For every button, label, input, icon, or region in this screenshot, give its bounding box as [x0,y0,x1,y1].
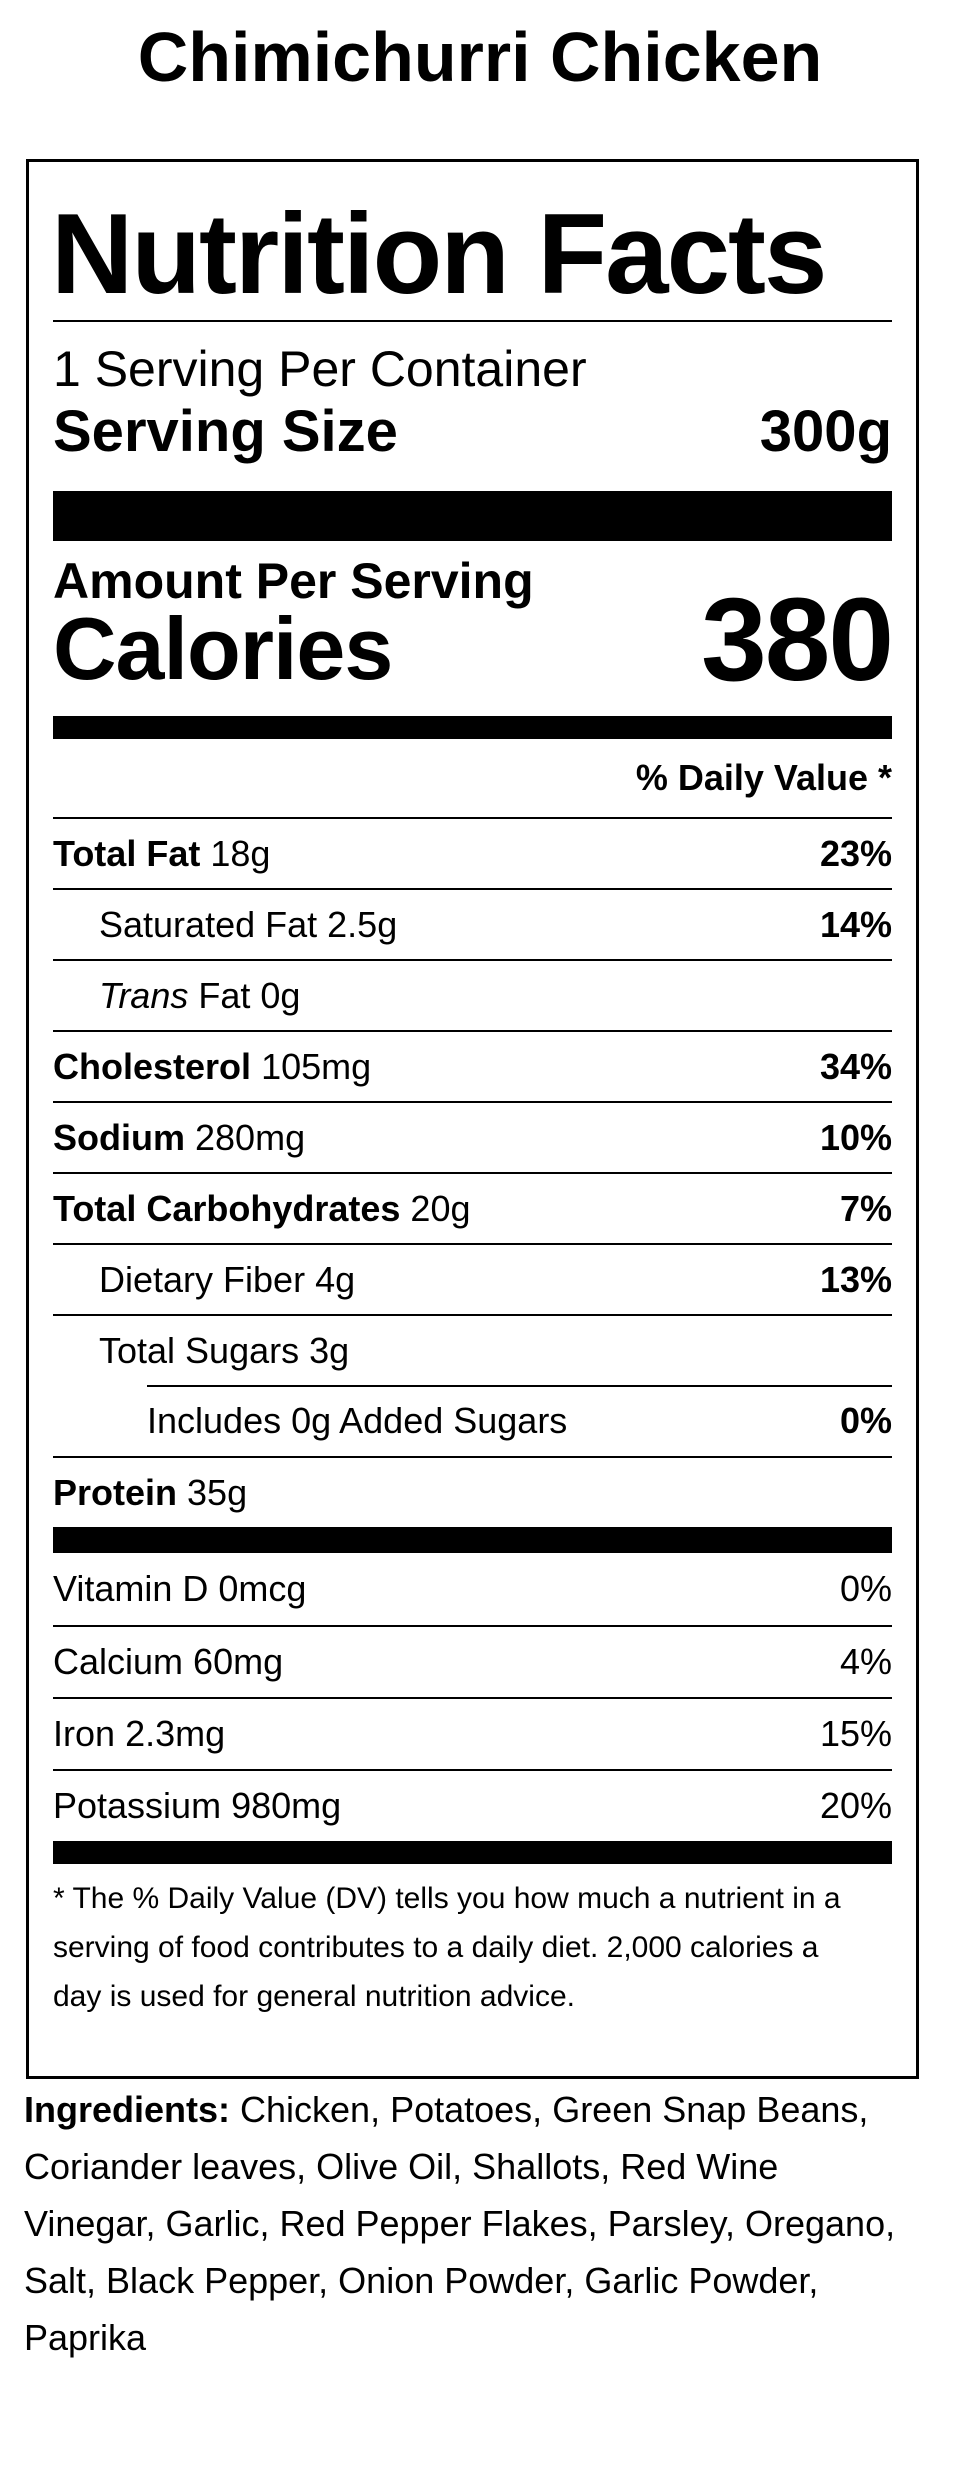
vitamin-row-calcium: Calcium 60mg 4% [53,1625,892,1697]
nutrient-amount: 0g [260,974,301,1016]
nutrient-row-total-sugars: Total Sugars 3g [53,1314,892,1385]
calories-value: 380 [701,574,894,706]
vitamin-row-iron: Iron 2.3mg 15% [53,1697,892,1769]
thick-divider [53,491,892,541]
nutrient-row-saturated-fat: Saturated Fat 2.5g 14% [53,888,892,959]
nutrient-dv: 0% [839,1399,892,1441]
nutrient-name: Protein [53,1471,178,1513]
nutrient-dv: 34% [819,1045,892,1087]
nutrient-name: Dietary Fiber [99,1258,306,1300]
calories-block: Amount Per Serving Calories 380 [53,541,894,716]
amount-per-serving: Amount Per Serving [53,553,534,609]
nutrient-name: Includes 0g Added Sugars [147,1399,568,1441]
vitamin-row-vitamin-d: Vitamin D 0mcg 0% [53,1553,892,1625]
vitamin-amount: 60mg [193,1641,284,1682]
nutrient-amount: 3g [309,1329,350,1371]
nutrient-row-sodium: Sodium 280mg 10% [53,1101,892,1172]
daily-value-header: % Daily Value * [635,757,892,798]
nutrient-dv: 14% [819,903,892,945]
nutrient-row-cholesterol: Cholesterol 105mg 34% [53,1030,892,1101]
ingredients-line: Paprika [24,2317,147,2358]
footnote-divider [53,1841,892,1864]
medium-divider [53,716,892,739]
nutrient-name: Total Fat [53,832,201,874]
nutrition-facts-heading: Nutrition Facts [51,191,827,318]
nutrient-name-italic: Trans [99,974,189,1016]
ingredients-label: Ingredients: [24,2089,231,2130]
ingredients-line: Salt, Black Pepper, Onion Powder, Garlic… [24,2260,819,2301]
vitamin-dv: 0% [839,1568,892,1609]
vitamin-dv: 20% [819,1785,892,1826]
daily-value-footnote: * The % Daily Value (DV) tells you how m… [53,1874,892,2021]
ingredients-line: Coriander leaves, Olive Oil, Shallots, R… [24,2146,779,2187]
nutrient-row-added-sugars: Includes 0g Added Sugars 0% [53,1385,892,1456]
calories-label: Calories [53,599,393,698]
ingredients-line: Chicken, Potatoes, Green Snap Beans, [230,2089,869,2130]
nutrient-name: Saturated Fat [99,903,318,945]
nutrient-amount: 18g [210,832,271,874]
nutrient-dv: 13% [819,1258,892,1300]
ingredients-line: Vinegar, Garlic, Red Pepper Flakes, Pars… [24,2203,896,2244]
divider [53,320,892,322]
vitamin-dv: 15% [819,1713,892,1754]
vitamins-divider [53,1527,892,1553]
nutrient-amount: 105mg [261,1045,372,1087]
serving-size-row: Serving Size 300g [53,400,892,464]
vitamin-amount: 980mg [231,1785,342,1826]
footnote-line: * The % Daily Value (DV) tells you how m… [53,1882,841,1915]
nutrient-row-protein: Protein 35g [53,1456,892,1527]
nutrient-row-dietary-fiber: Dietary Fiber 4g 13% [53,1243,892,1314]
nutrient-amount: 4g [315,1258,356,1300]
nutrient-dv: 7% [839,1187,892,1229]
serving-size-value: 300g [759,399,892,464]
nutrient-amount: 20g [410,1187,471,1229]
vitamin-name: Vitamin D [53,1568,209,1609]
nutrient-amount: 280mg [195,1116,306,1158]
ingredients-list: Ingredients: Chicken, Potatoes, Green Sn… [24,2078,936,2366]
nutrient-name: Total Sugars [99,1329,300,1371]
product-title: Chimichurri Chicken [137,18,823,96]
vitamin-amount: 0mcg [218,1568,307,1609]
footnote-line: serving of food contributes to a daily d… [53,1931,819,1964]
nutrient-dv: 23% [819,832,892,874]
nutrient-row-total-fat: Total Fat 18g 23% [53,817,892,888]
vitamin-dv: 4% [839,1641,892,1682]
vitamin-name: Iron [53,1713,116,1754]
nutrient-row-trans-fat: Trans Fat 0g [53,959,892,1030]
serving-size-label: Serving Size [53,399,398,464]
nutrition-label: Nutrition Facts 1 Serving Per Container … [26,159,919,2079]
nutrient-row-total-carbohydrates: Total Carbohydrates 20g 7% [53,1172,892,1243]
vitamin-row-potassium: Potassium 980mg 20% [53,1769,892,1841]
nutrient-amount: 35g [187,1471,248,1513]
nutrient-name: Fat [198,974,251,1016]
footnote-line: day is used for general nutrition advice… [53,1980,575,2013]
nutrient-dv: 10% [819,1116,892,1158]
vitamin-name: Calcium [53,1641,184,1682]
nutrient-amount: 2.5g [327,903,398,945]
servings-per-container: 1 Serving Per Container [53,341,587,397]
nutrient-name: Cholesterol [53,1045,252,1087]
nutrient-name: Sodium [53,1116,185,1158]
vitamin-amount: 2.3mg [125,1713,226,1754]
vitamin-name: Potassium [53,1785,222,1826]
nutrient-name: Total Carbohydrates [53,1187,401,1229]
